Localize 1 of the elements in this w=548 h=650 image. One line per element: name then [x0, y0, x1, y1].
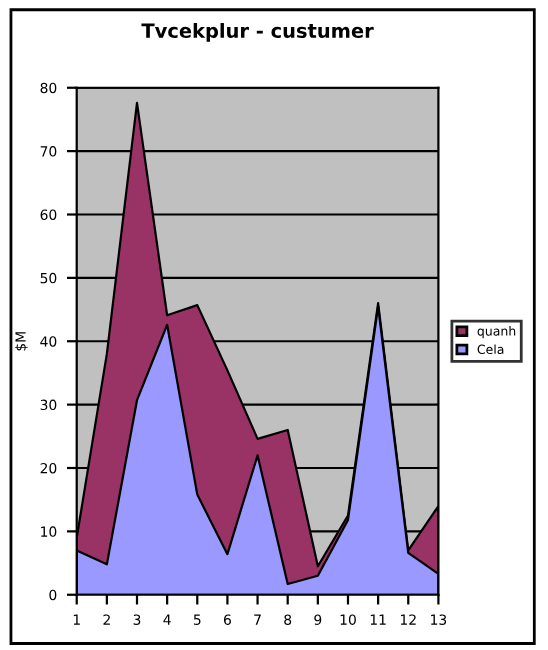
chart-title: Tvcekplur - custumer — [141, 22, 374, 42]
